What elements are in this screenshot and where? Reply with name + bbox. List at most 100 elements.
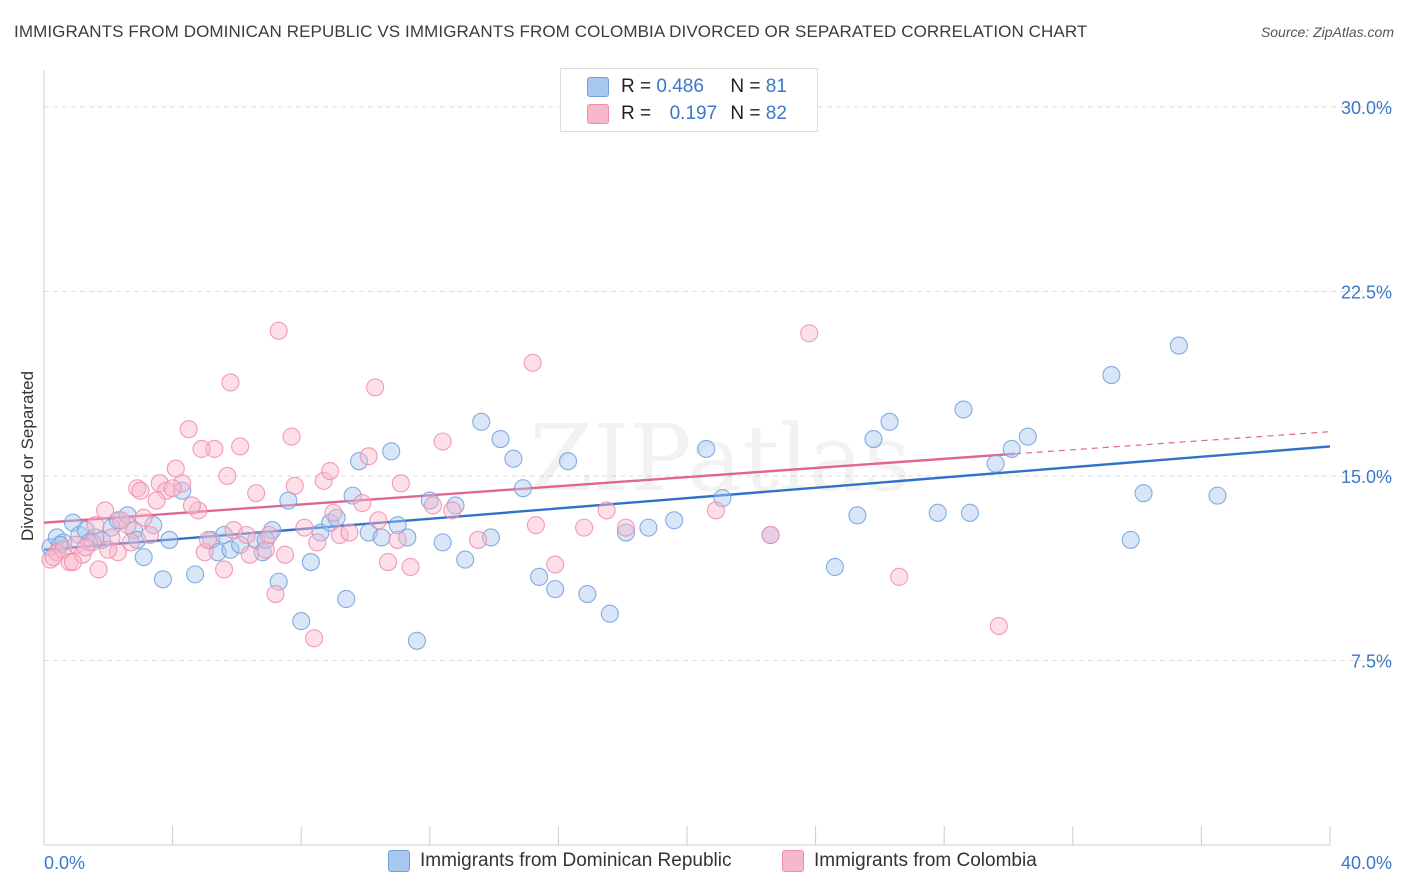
colombia-point [597,501,616,520]
colombia-point [192,439,211,458]
colombia-point [147,491,166,510]
y-tick-label: 15.0% [1341,467,1392,487]
dominican-point [1018,427,1037,446]
dominican-point [472,412,491,431]
colombia-point [240,545,259,564]
y-tick-label: 30.0% [1341,98,1392,118]
colombia-point [41,550,60,569]
tick-labels: 7.5% 15.0% 22.5% 30.0% 0.0% 40.0% [44,98,1392,873]
dominican-point [327,508,346,527]
axes [43,70,1331,846]
colombia-point [324,503,343,522]
chart-title: IMMIGRANTS FROM DOMINICAN REPUBLIC VS IM… [14,22,1088,41]
colombia-point [378,553,398,572]
colombia-point [388,530,407,549]
colombia-point [282,427,301,446]
colombia-point [218,466,237,486]
dominican-point [343,486,362,505]
colombia-point [305,629,324,648]
legend-n-value: 82 [765,103,787,124]
dominican-point [578,584,597,604]
colombia-point [131,481,150,500]
legend-r-label: R = [621,103,652,124]
y-tick-label: 7.5% [1351,651,1392,671]
data-points [41,321,1227,650]
dominican-point [697,439,716,458]
colombia-trend-extension [1014,431,1331,455]
colombia-point [706,501,725,520]
colombia-point [433,432,452,451]
dominican-point [960,503,979,522]
dominican-point [864,429,883,449]
colombia-point [63,553,82,572]
legend-r-value: 0.486 [656,76,704,97]
colombia-point [44,548,63,567]
colombia-point [259,525,279,545]
y-axis-label: Divorced or Separated [18,371,37,541]
colombia-point [890,567,909,586]
colombia-point [128,479,147,498]
legend-row-dominican: R = 0.486 N = 81 [587,74,787,100]
dominican-point [954,400,973,419]
dominican-point [504,449,523,468]
colombia-point [989,616,1008,636]
dominican-point [639,518,658,537]
colombia-point [205,439,224,458]
colombia-point [121,533,140,552]
dominican-point [1208,486,1227,505]
dominican-point [388,516,407,535]
dominican-point [880,412,899,431]
watermark: ZIPatlas [529,405,910,512]
dominican-point [546,580,565,599]
dominican-point [372,528,391,547]
dominican-point [420,491,439,510]
colombia-point [575,518,594,537]
legend-n-value: 81 [765,76,787,97]
dominican-point [337,589,356,609]
dominican-point [491,429,510,449]
colombia-point [295,518,314,537]
dominican-point [301,553,320,572]
colombia-point [285,476,304,495]
dominican-point [1121,530,1140,549]
dominican-point [134,548,153,567]
colombia-point [369,511,388,530]
dominican-point [153,570,173,589]
colombia-point [141,525,160,545]
x-tick-label: 40.0% [1341,853,1392,873]
legend-r-label: R = [621,76,652,97]
colombia-point [800,324,819,343]
colombia-point [237,525,256,545]
dominican-point [530,567,549,586]
colombia-point [443,501,462,520]
colombia-point [321,461,340,481]
colombia-point [134,508,153,527]
colombia-point [89,560,108,579]
legend-label-colombia: Immigrants from Colombia [814,850,1037,871]
dominican-point [825,557,844,577]
colombia-point [76,538,95,557]
dominican-point [256,530,275,549]
legend-item-dominican: Immigrants from Dominican Republic [388,850,732,872]
dominican-point [186,565,205,584]
colombia-point [546,555,565,574]
colombia-point [616,518,635,537]
dominican-point [1169,336,1188,355]
dominican-point [263,521,282,540]
colombia-point [276,545,295,564]
colombia-point [99,540,118,559]
colombia-point [468,530,488,549]
legend-swatch-dominican [388,850,410,872]
legend-swatch-colombia [782,850,804,872]
colombia-point [391,474,410,493]
legend-label-dominican: Immigrants from Dominican Republic [420,850,732,871]
legend-n-label: N = [730,76,761,97]
colombia-point [269,321,288,340]
colombia-point [173,474,192,493]
dominican-point [665,511,684,530]
dominican-point [986,454,1005,473]
dominican-point [382,442,401,461]
series-legend: Immigrants from Dominican Republic Immig… [0,850,1406,878]
colombia-point [266,584,285,604]
